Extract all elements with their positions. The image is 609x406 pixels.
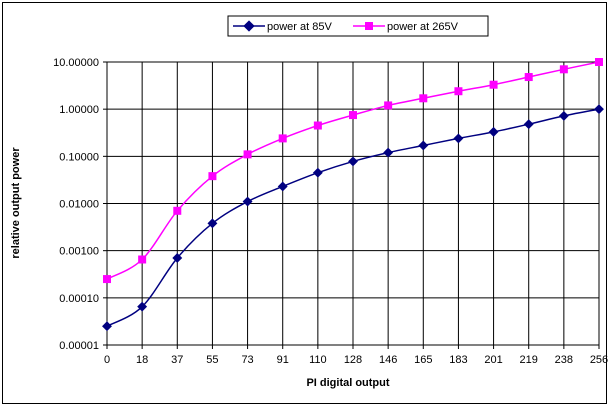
data-point — [313, 121, 322, 130]
y-tick-label: 0.00010 — [59, 293, 99, 305]
x-tick-label: 110 — [309, 354, 327, 366]
data-point — [454, 87, 463, 96]
y-axis-ticks: 10.00000 1.00000 0.10000 0.01000 0.00100 0.00… — [53, 57, 107, 352]
y-tick-label: 0.01000 — [59, 199, 99, 211]
data-point — [453, 133, 464, 144]
x-tick-label: 201 — [484, 354, 502, 366]
y-axis-title: relative output power — [10, 147, 22, 259]
data-point — [173, 206, 182, 215]
data-point — [558, 110, 569, 121]
legend: power at 85V power at 265V — [227, 15, 489, 37]
x-tick-label: 238 — [555, 354, 573, 366]
legend-marker-265v — [365, 22, 373, 30]
x-tick-label: 128 — [344, 354, 362, 366]
data-point — [312, 167, 323, 178]
x-tick-label: 91 — [277, 354, 289, 366]
data-point — [489, 80, 498, 89]
data-point — [277, 181, 288, 192]
data-point — [595, 58, 603, 66]
legend-label-85v: power at 85V — [267, 21, 332, 33]
data-point — [383, 147, 394, 158]
legend-label-265v: power at 265V — [387, 21, 459, 33]
x-tick-label: 146 — [379, 354, 397, 366]
data-point — [278, 134, 287, 143]
data-point — [242, 196, 253, 207]
data-point — [524, 73, 533, 82]
x-tick-label: 55 — [206, 354, 218, 366]
x-axis-ticks: 0 18 37 55 73 91 110 128 146 165 183 201 219 238 256 — [104, 345, 608, 366]
y-tick-label: 0.10000 — [59, 151, 99, 163]
data-point — [348, 156, 358, 167]
x-tick-label: 165 — [414, 354, 432, 366]
data-point — [103, 275, 111, 284]
chart-svg: 10.00000 1.00000 0.10000 0.01000 0.00100 0.00… — [10, 15, 608, 389]
data-point — [207, 218, 218, 229]
data-point — [137, 301, 148, 312]
data-point — [172, 253, 183, 263]
x-axis-title: PI digital output — [306, 377, 389, 389]
y-tick-label: 10.00000 — [53, 57, 99, 69]
data-point — [418, 140, 429, 151]
y-tick-label: 0.00100 — [59, 246, 99, 258]
data-point — [138, 255, 147, 264]
data-point — [488, 126, 499, 137]
grid — [106, 61, 600, 346]
data-point — [349, 111, 357, 120]
x-tick-label: 37 — [171, 354, 183, 366]
data-point — [594, 104, 604, 115]
x-tick-label: 0 — [104, 354, 110, 366]
x-tick-label: 256 — [590, 354, 608, 366]
data-point — [559, 65, 568, 74]
x-tick-label: 219 — [520, 354, 538, 366]
series-1 — [103, 58, 603, 284]
data-point — [102, 321, 112, 332]
y-tick-label: 1.00000 — [59, 104, 99, 116]
y-tick-label: 0.00001 — [59, 340, 99, 352]
x-tick-label: 183 — [449, 354, 467, 366]
x-tick-label: 18 — [136, 354, 148, 366]
data-point — [419, 94, 428, 103]
data-point — [208, 172, 217, 181]
data-point — [523, 119, 534, 130]
data-point — [384, 101, 393, 110]
data-point — [243, 150, 252, 159]
x-tick-label: 73 — [241, 354, 253, 366]
